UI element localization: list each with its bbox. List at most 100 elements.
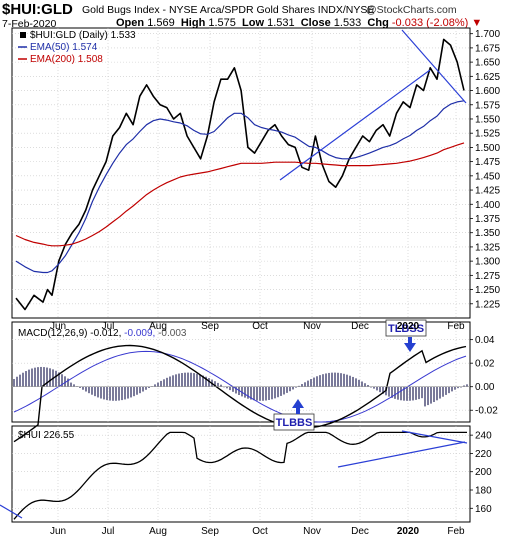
macd-histogram-bar (121, 386, 123, 401)
legend-label: EMA(200) 1.508 (30, 54, 103, 65)
macd-histogram-bar (34, 367, 36, 387)
macd-histogram-bar (268, 386, 270, 400)
ohlc-readout: Open 1.569 High 1.575 Low 1.531 Close 1.… (116, 17, 482, 29)
x-tick-label: 2020 (397, 526, 420, 537)
macd-histogram-bar (409, 386, 411, 401)
macd-histogram-bar (40, 366, 42, 387)
hui-uptrend-line (337, 441, 466, 468)
macd-histogram-bar (55, 370, 57, 387)
y-tick-label: 1.700 (475, 29, 500, 40)
y-tick-label: -0.02 (475, 406, 498, 417)
macd-histogram-bar (142, 386, 144, 392)
y-tick-label: 1.600 (475, 86, 500, 97)
macd-histogram-bar (415, 386, 417, 400)
macd-histogram-bar (64, 376, 66, 387)
macd-histogram-bar (214, 381, 216, 387)
y-tick-label: 1.325 (475, 242, 500, 253)
chart-date: 7-Feb-2020 (2, 18, 57, 30)
y-tick-label: 1.225 (475, 299, 500, 310)
macd-histogram-bar (340, 373, 342, 387)
x-tick-label: Dec (351, 321, 369, 332)
y-tick-label: 1.300 (475, 257, 500, 268)
macd-histogram-bar (322, 374, 324, 387)
macd-histogram-bar (49, 368, 51, 387)
macd-histogram-bar (334, 372, 336, 387)
legend-label: $HUI:GLD (Daily) 1.533 (30, 30, 136, 41)
uptrend-line (279, 69, 431, 181)
macd-histogram-bar (205, 376, 207, 387)
hui-panel-frame (11, 425, 471, 523)
macd-histogram-bar (403, 386, 405, 401)
tlbss-annotation: TLBSS (385, 319, 427, 337)
macd-histogram-bar (220, 384, 222, 387)
chg-label: Chg (367, 17, 389, 29)
macd-histogram-bar (274, 386, 276, 399)
macd-histogram-bar (355, 378, 357, 387)
macd-histogram-bar (445, 386, 447, 395)
macd-histogram-bar (31, 368, 33, 387)
x-tick-label: Oct (252, 321, 268, 332)
macd-histogram-bar (100, 386, 102, 399)
x-tick-label: Jun (50, 526, 66, 537)
legend-marker (20, 32, 26, 38)
y-tick-label: 1.625 (475, 72, 500, 83)
macd-histogram-bar (175, 374, 177, 387)
macd-legend-title: MACD(12,26,9) (18, 328, 90, 339)
tlbss-arrow-icon (404, 337, 416, 352)
macd-histogram-bar (244, 386, 246, 398)
macd-histogram-bar (13, 379, 15, 387)
y-tick-label: 160 (475, 504, 492, 515)
macd-histogram-bar (157, 382, 159, 387)
macd-histogram-bar (337, 372, 339, 387)
macd-histogram-bar (22, 372, 24, 387)
macd-signal-value: -0.009, (124, 328, 158, 339)
tlbss-annotation-label: TLBSS (388, 323, 424, 335)
macd-histogram-bar (190, 372, 192, 387)
macd-histogram-bar (262, 386, 264, 401)
macd-histogram-bar (181, 373, 183, 387)
macd-histogram-bar (439, 386, 441, 399)
macd-line (13, 344, 467, 443)
macd-histogram-bar (265, 386, 267, 401)
down-triangle-icon: ▼ (471, 17, 483, 29)
macd-histogram-bar (160, 380, 162, 387)
y-tick-label: 0.04 (475, 335, 495, 346)
x-tick-label: Jul (102, 321, 115, 332)
y-tick-label: 1.675 (475, 43, 500, 54)
macd-histogram-bar (457, 386, 459, 389)
macd-histogram-bar (130, 386, 132, 398)
macd-histogram-bar (424, 386, 426, 407)
macd-histogram-bar (418, 386, 420, 400)
macd-histogram-bar (166, 377, 168, 387)
close-label: Close (300, 17, 331, 29)
macd-histogram-bar (145, 386, 147, 390)
macd-histogram-bar (463, 385, 465, 387)
chg-value: -0.033 (-2.08%) (391, 17, 469, 29)
macd-histogram-bar (199, 374, 201, 387)
macd-histogram-bar (103, 386, 105, 400)
macd-histogram-bar (376, 386, 378, 391)
macd-histogram-bar (304, 382, 306, 387)
macd-histogram-bar (283, 386, 285, 395)
macd-histogram-bar (217, 382, 219, 387)
y-tick-label: 1.575 (475, 100, 500, 111)
open-label: Open (116, 17, 145, 29)
hui-downtrend-line (401, 430, 468, 444)
macd-histogram-bar (88, 386, 90, 394)
price-panel-frame (11, 27, 471, 319)
macd-histogram-bar (133, 386, 135, 397)
macd-histogram-bar (367, 385, 369, 387)
macd-legend: MACD(12,26,9) -0.012, -0.009, -0.003 (18, 328, 187, 339)
macd-histogram-bar (301, 384, 303, 387)
downtrend-line (401, 29, 467, 104)
macd-signal-line (13, 350, 467, 423)
macd-histogram-bar (313, 377, 315, 387)
x-tick-label: Jul (102, 526, 115, 537)
hui-line (13, 431, 467, 520)
y-tick-label: 240 (475, 431, 492, 442)
open-value: 1.569 (147, 17, 175, 29)
macd-histogram-bar (118, 386, 120, 401)
macd-histogram-bar (139, 386, 141, 394)
macd-histogram-bar (43, 367, 45, 387)
